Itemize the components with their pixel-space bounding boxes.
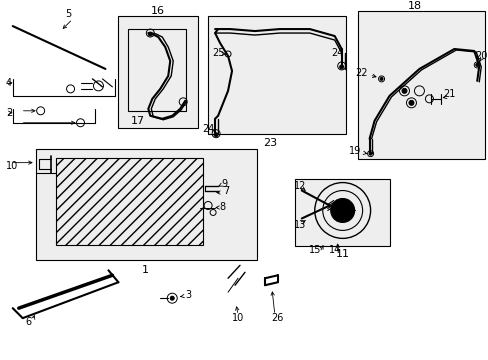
Text: 14: 14 xyxy=(328,246,340,255)
Circle shape xyxy=(379,77,382,80)
Text: 15: 15 xyxy=(308,246,320,255)
Text: 20: 20 xyxy=(474,51,487,61)
Bar xyxy=(208,16,345,134)
Bar xyxy=(357,11,484,159)
Circle shape xyxy=(475,63,478,67)
Circle shape xyxy=(408,100,413,105)
Text: 22: 22 xyxy=(354,68,367,78)
Bar xyxy=(56,158,203,246)
Text: 12: 12 xyxy=(293,181,305,190)
Circle shape xyxy=(330,198,354,222)
Text: 25: 25 xyxy=(211,48,224,58)
Text: 6: 6 xyxy=(25,317,32,327)
Bar xyxy=(128,29,186,111)
Text: 11: 11 xyxy=(335,249,349,259)
Text: 9: 9 xyxy=(221,179,226,189)
Text: 21: 21 xyxy=(442,89,455,99)
Circle shape xyxy=(401,88,406,93)
Circle shape xyxy=(337,206,347,216)
Text: 10: 10 xyxy=(6,161,18,171)
Text: 10: 10 xyxy=(231,313,244,323)
Text: 18: 18 xyxy=(407,1,421,11)
Bar xyxy=(294,179,389,246)
Text: 23: 23 xyxy=(263,138,276,148)
Text: 5: 5 xyxy=(65,9,72,19)
Text: 3: 3 xyxy=(185,290,191,300)
Circle shape xyxy=(170,296,174,300)
Text: 13: 13 xyxy=(293,220,305,230)
Circle shape xyxy=(214,133,218,137)
Text: 17: 17 xyxy=(131,116,145,126)
Bar xyxy=(118,16,198,128)
Text: 2: 2 xyxy=(6,108,12,118)
Circle shape xyxy=(339,65,343,69)
Text: 7: 7 xyxy=(223,185,229,195)
Text: 8: 8 xyxy=(219,202,224,212)
Circle shape xyxy=(148,32,152,36)
Text: 16: 16 xyxy=(151,6,165,16)
Text: 4: 4 xyxy=(6,78,12,88)
Text: 19: 19 xyxy=(348,146,361,156)
Circle shape xyxy=(368,152,371,155)
Text: 24: 24 xyxy=(202,124,214,134)
Text: 26: 26 xyxy=(271,313,284,323)
Bar xyxy=(36,149,256,260)
Text: 1: 1 xyxy=(142,265,148,275)
Text: 24: 24 xyxy=(331,48,343,58)
